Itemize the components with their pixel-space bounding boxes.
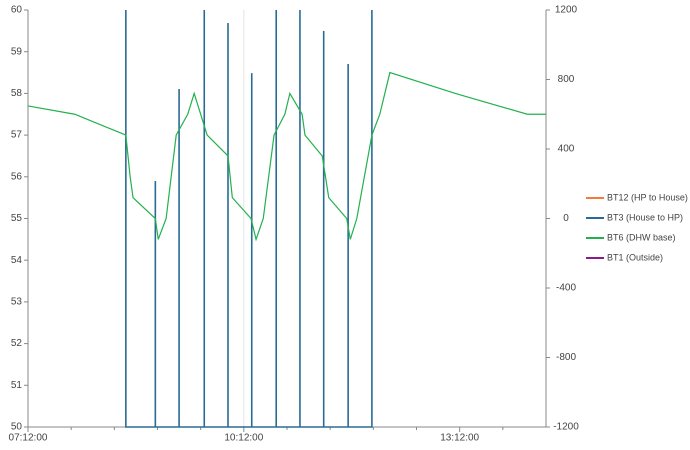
y2-tick-label: 400 [558, 144, 575, 155]
series-line [27, 71, 546, 242]
x-tick-label: 13:12:00 [440, 433, 479, 444]
legend-label: BT1 (Outside) [607, 252, 663, 262]
x-tick-label: 07:12:00 [9, 433, 48, 444]
y-tick-label: 52 [11, 338, 23, 349]
y-tick-label: 56 [11, 171, 23, 182]
y-tick-label: 55 [11, 213, 23, 224]
y-tick-label: 53 [11, 297, 23, 308]
legend-label: BT12 (HP to House) [607, 192, 688, 202]
y2-tick-label: -1200 [553, 422, 579, 433]
y2-tick-label: 1200 [555, 5, 578, 16]
y2-tick-label: -400 [556, 283, 576, 294]
y-tick-label: 60 [11, 5, 23, 16]
y2-tick-label: 0 [563, 213, 569, 224]
y-tick-label: 58 [11, 88, 23, 99]
y2-tick-label: -800 [556, 352, 576, 363]
y-tick-label: 51 [11, 380, 23, 391]
y2-tick-label: 800 [558, 74, 575, 85]
y-tick-label: 57 [11, 130, 23, 141]
series-line [125, 10, 373, 428]
legend-label: BT3 (House to HP) [607, 212, 683, 222]
y-tick-label: 54 [11, 255, 23, 266]
x-tick-label: 10:12:00 [224, 433, 263, 444]
y-tick-label: 50 [11, 422, 23, 433]
y-tick-label: 59 [11, 46, 23, 57]
legend-label: BT6 (DHW base) [607, 232, 676, 242]
